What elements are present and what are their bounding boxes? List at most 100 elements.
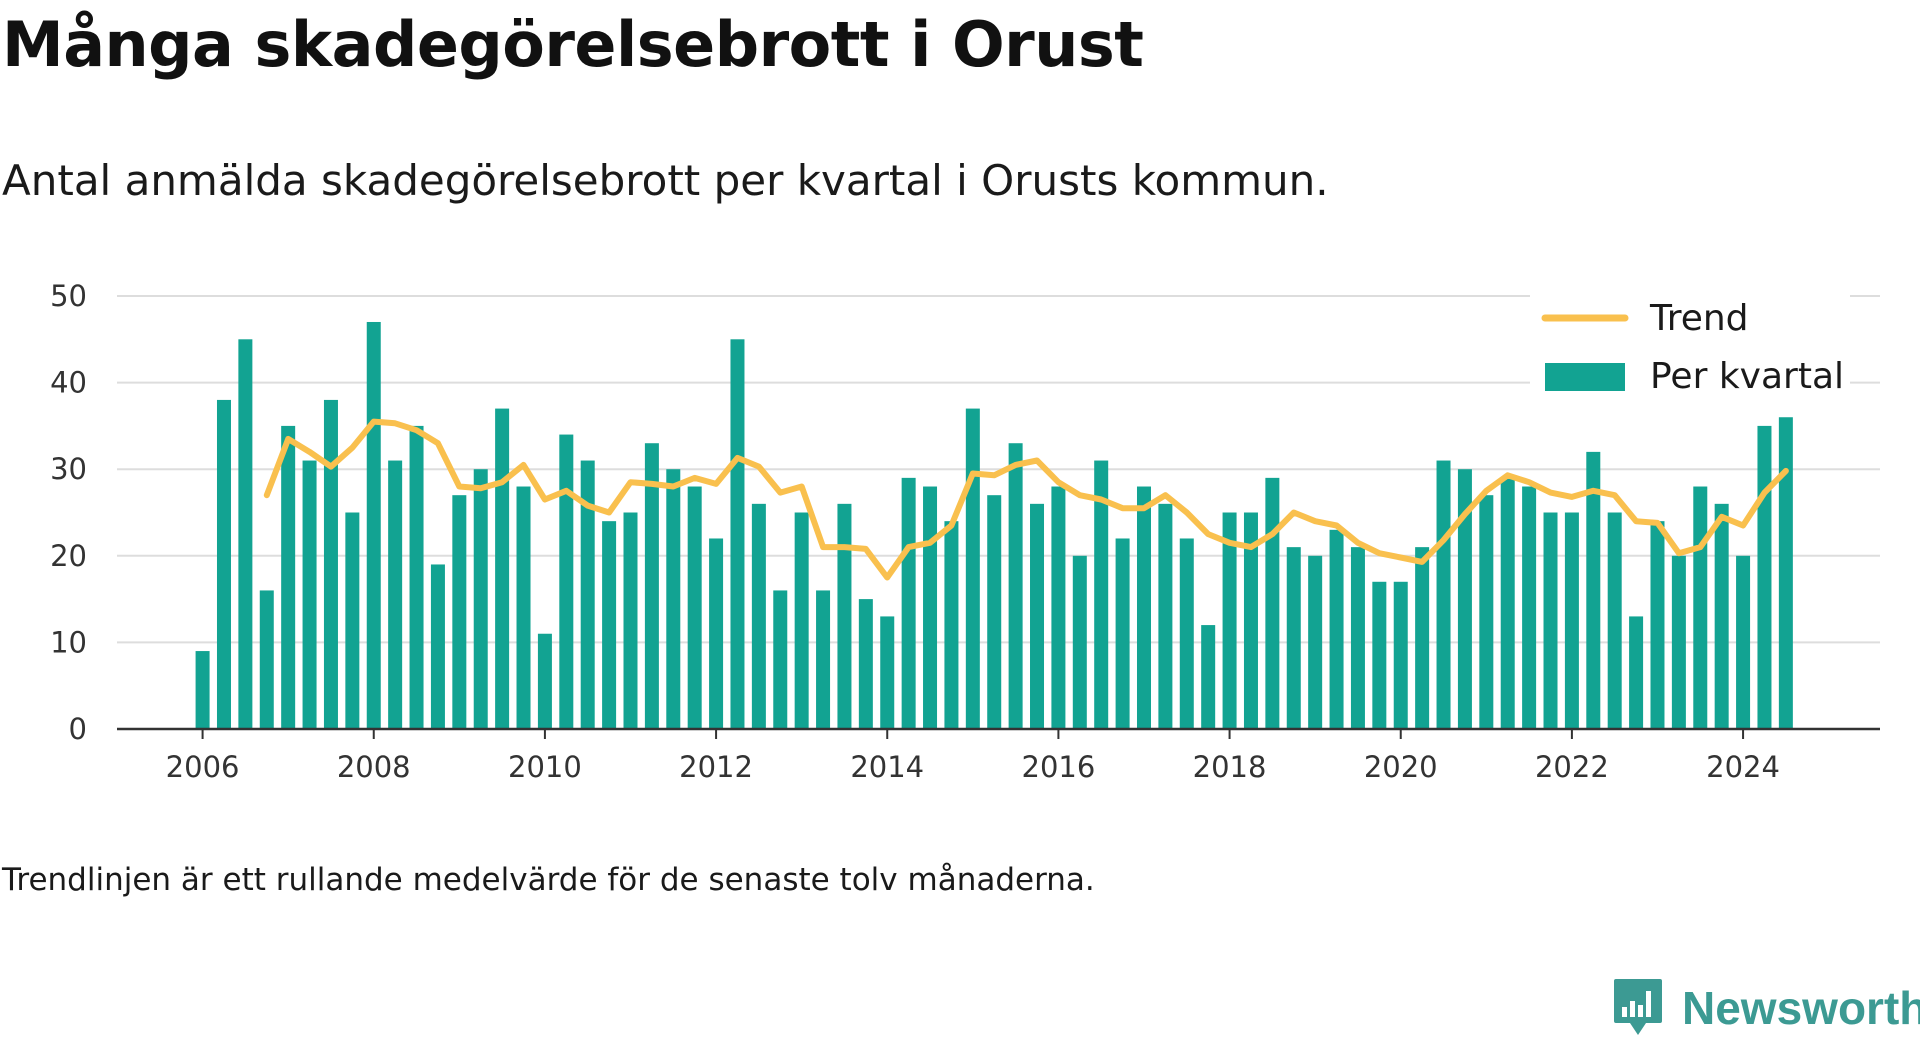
bar [1243, 512, 1258, 729]
bar [1522, 486, 1537, 729]
bar [1671, 555, 1686, 729]
bar [730, 339, 745, 729]
bar [1393, 581, 1408, 729]
bar [816, 590, 831, 729]
bar [1329, 529, 1344, 729]
bar [1650, 521, 1665, 729]
bar [1286, 547, 1301, 729]
bar [1415, 547, 1430, 729]
bar [238, 339, 253, 729]
bar [1008, 443, 1023, 729]
bar [1757, 425, 1772, 729]
bar [1179, 538, 1194, 729]
bar [516, 486, 531, 729]
x-tick-label: 2022 [1535, 750, 1609, 784]
bar [1072, 555, 1087, 729]
y-tick-label: 0 [69, 712, 87, 746]
bar [623, 512, 638, 729]
y-tick-label: 10 [50, 625, 87, 659]
bar [901, 477, 916, 729]
bar [1051, 486, 1066, 729]
bar [1479, 495, 1494, 729]
bar [473, 469, 488, 729]
bar [1265, 477, 1280, 729]
bar [388, 460, 403, 729]
bar [923, 486, 938, 729]
bar [1094, 460, 1109, 729]
bar-series [195, 321, 1793, 729]
bar [366, 321, 381, 729]
bar [1115, 538, 1130, 729]
trend-line [263, 418, 1789, 581]
bar [773, 590, 788, 729]
trend-series [263, 418, 1789, 581]
bar [1693, 486, 1708, 729]
bar [580, 460, 595, 729]
newsworthy-logo-icon [1614, 979, 1662, 1035]
bar [1350, 547, 1365, 729]
legend-trend-label: Trend [1649, 298, 1749, 339]
bar [965, 408, 980, 729]
legend: Trend Per kvartal [1530, 280, 1850, 410]
bar [409, 425, 424, 729]
bar [216, 399, 231, 729]
bar [1629, 616, 1644, 729]
bar [602, 521, 617, 729]
bar [858, 599, 873, 729]
bar [687, 486, 702, 729]
bar [944, 521, 959, 729]
x-tick-label: 2008 [337, 750, 411, 784]
legend-bar-label: Per kvartal [1650, 356, 1844, 397]
y-tick-label: 30 [50, 452, 87, 486]
brand-name: Newsworthy [1682, 982, 1920, 1034]
bar [452, 495, 467, 729]
bar [1308, 555, 1323, 729]
bar [1158, 503, 1173, 729]
bar [1372, 581, 1387, 729]
brand: Newsworthy [1612, 976, 1920, 1040]
chart-subtitle: Antal anmälda skadegörelsebrott per kvar… [2, 156, 1329, 205]
x-tick-label: 2006 [166, 750, 240, 784]
x-tick-label: 2020 [1364, 750, 1438, 784]
bar [1222, 512, 1237, 729]
bar-line-chart: 0 10 20 30 40 50 2006 2008 2010 2012 2014 2016 2018 2… [50, 279, 1880, 784]
bar [751, 503, 766, 729]
bar [644, 443, 659, 729]
bar [1543, 512, 1558, 729]
bar [1736, 555, 1751, 729]
bar [430, 564, 445, 729]
bar [323, 399, 338, 729]
bar [1136, 486, 1151, 729]
bar [1436, 460, 1451, 729]
x-tick-label: 2024 [1706, 750, 1780, 784]
x-tick-label: 2016 [1022, 750, 1096, 784]
bar [1607, 512, 1622, 729]
bar [1778, 417, 1793, 729]
bar [1586, 451, 1601, 729]
bar [345, 512, 360, 729]
y-tick-label: 20 [50, 539, 87, 573]
axes: 0 10 20 30 40 50 2006 2008 2010 2012 2014 2016 2018 2… [50, 279, 1880, 784]
bar [1457, 469, 1472, 729]
bar [987, 495, 1002, 729]
y-tick-label: 50 [50, 279, 87, 313]
bar [1030, 503, 1045, 729]
bar [302, 460, 317, 729]
chart-title: Många skadegörelsebrott i Orust [2, 8, 1144, 81]
legend-bar-swatch [1545, 363, 1625, 391]
chart-footnote: Trendlinjen är ett rullande medelvärde f… [2, 862, 1095, 898]
bar [259, 590, 274, 729]
bar [281, 425, 296, 729]
x-tick-label: 2010 [508, 750, 582, 784]
bar [666, 469, 681, 729]
bar [880, 616, 895, 729]
bar [1564, 512, 1579, 729]
bar [537, 633, 552, 729]
x-tick-label: 2012 [679, 750, 753, 784]
bar [1201, 625, 1216, 729]
x-tick-label: 2018 [1193, 750, 1267, 784]
bar [559, 434, 574, 729]
bar [1714, 503, 1729, 729]
x-tick-label: 2014 [850, 750, 924, 784]
bar [1500, 477, 1515, 729]
